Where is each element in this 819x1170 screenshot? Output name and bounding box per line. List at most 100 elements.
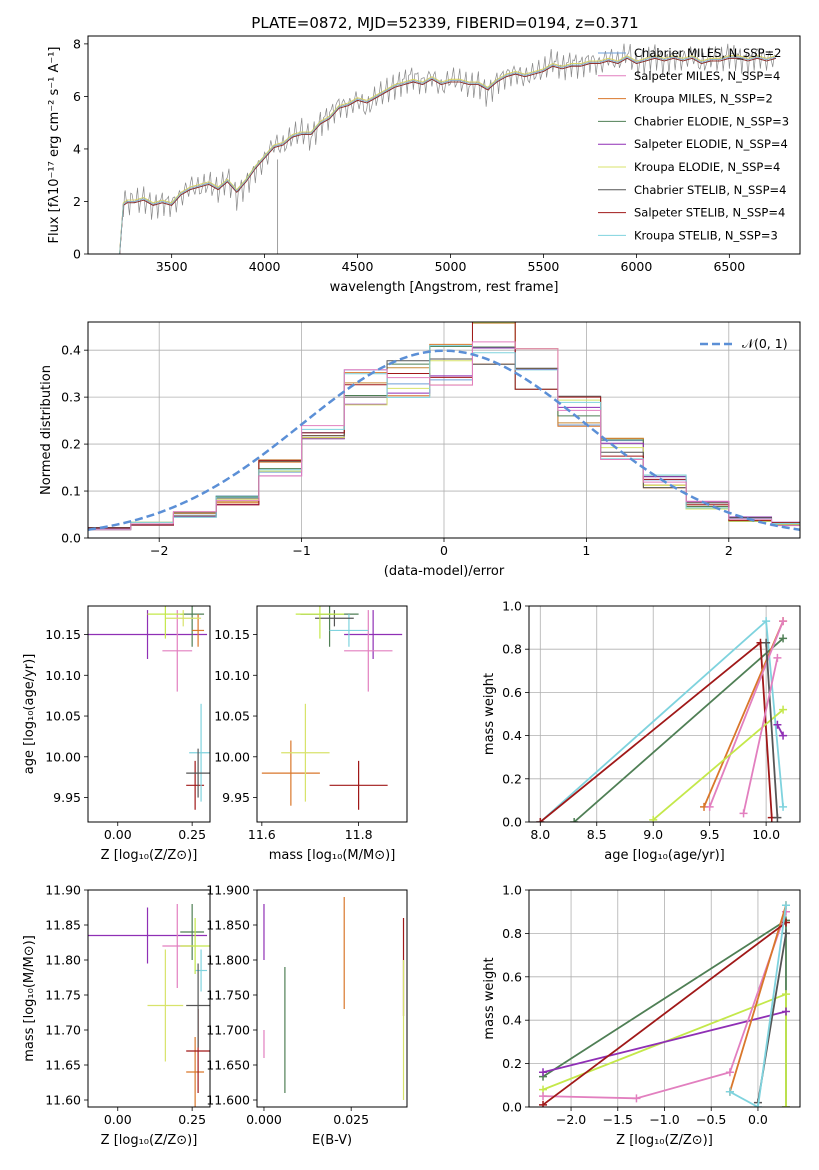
x-axis-label: Z [log₁₀(Z/Z⊙)]	[101, 848, 198, 863]
mass-weight-marker	[779, 802, 788, 811]
x-tick-label: 0.00	[104, 827, 132, 842]
x-tick-label: 0.25	[178, 1112, 206, 1127]
model-spectrum-line	[119, 57, 776, 254]
y-tick-label: 10.05	[214, 709, 250, 724]
mass-weight-line	[729, 905, 787, 1107]
mass-weight-marker	[739, 809, 748, 818]
mass-weight-marker	[781, 1103, 790, 1107]
plot-area	[539, 901, 790, 1107]
mass-weight-marker	[779, 705, 788, 714]
plot-area	[536, 617, 788, 822]
legend-label: 𝒩(0, 1)	[742, 336, 788, 351]
y-axis-label: mass weight	[482, 957, 497, 1039]
x-tick-label: 2	[725, 543, 733, 558]
mass-weight-marker	[725, 1068, 734, 1077]
mass-weight-marker	[779, 617, 788, 626]
legend-label: Salpeter ELODIE, N_SSP=4	[634, 137, 788, 151]
y-tick-label: 10.05	[45, 709, 81, 724]
mass-weight-marker	[781, 929, 790, 938]
legend-label: Kroupa STELIB, N_SSP=3	[634, 228, 778, 242]
x-axis-label: age [log₁₀(age/yr)]	[604, 848, 725, 863]
y-tick-label: 11.70	[45, 1023, 81, 1038]
y-tick-label: 1.0	[502, 599, 522, 614]
mass-weight-marker	[539, 1092, 548, 1101]
x-tick-label: 9.0	[643, 827, 663, 842]
legend-label: Chabrier ELODIE, N_SSP=3	[634, 114, 789, 128]
x-tick-label: 3500	[156, 259, 188, 274]
y-tick-label: 0.3	[61, 390, 81, 405]
legend-label: Salpeter MILES, N_SSP=4	[634, 69, 780, 83]
x-tick-label: −2	[150, 543, 168, 558]
axes-frame	[256, 605, 408, 823]
y-tick-label: 11.80	[45, 953, 81, 968]
legend-label: Salpeter STELIB, N_SSP=4	[634, 206, 785, 220]
y-tick-label: 0.4	[502, 728, 522, 743]
axes-frame	[87, 605, 211, 823]
x-tick-label: 11.8	[345, 827, 373, 842]
x-tick-label: 6000	[621, 259, 653, 274]
mass-weight-marker	[725, 1087, 734, 1096]
y-tick-label: 0.8	[502, 926, 522, 941]
mass-weight-marker	[539, 1068, 548, 1077]
y-axis-label: age [log₁₀(age/yr)]	[22, 654, 37, 775]
model-spectrum-line	[119, 56, 776, 254]
x-tick-label: −1.0	[649, 1112, 679, 1127]
plot-area	[119, 43, 776, 254]
x-tick-label: 4500	[342, 259, 374, 274]
y-tick-label: 11.85	[45, 918, 81, 933]
legend-label: Kroupa ELODIE, N_SSP=4	[634, 160, 780, 174]
x-tick-label: 0.025	[333, 1112, 369, 1127]
y-tick-label: 4	[73, 141, 81, 156]
residual-histogram	[88, 341, 800, 531]
x-axis-label: (data-model)/error	[384, 564, 505, 579]
x-tick-label: 0	[440, 543, 448, 558]
age-vs-mass-panel: 11.6 11.8 9.95 10.00 10.05 10.10 10.15 mass [lo…	[214, 605, 408, 863]
mass-weight-marker	[762, 617, 771, 626]
mass-weight-line	[742, 657, 779, 814]
x-tick-label: 8.0	[530, 827, 550, 842]
y-tick-label: 0.8	[502, 642, 522, 657]
x-tick-label: 1	[582, 543, 590, 558]
plot-area	[263, 897, 405, 1100]
x-tick-label: 9.5	[700, 827, 720, 842]
mass-weight-line	[729, 904, 787, 1093]
mass-weight-line	[573, 637, 784, 822]
x-tick-label: −2.0	[556, 1112, 586, 1127]
mass-weight-marker	[539, 1100, 548, 1107]
y-tick-label: 11.90	[45, 883, 81, 898]
normal-curve	[88, 349, 800, 532]
y-tick-label: 0.2	[502, 771, 522, 786]
mass-weight-marker	[753, 1103, 762, 1107]
x-tick-label: −1	[292, 543, 310, 558]
axes-frame	[87, 35, 801, 255]
axes-frame	[87, 321, 801, 539]
y-tick-label: 6	[73, 89, 81, 104]
mass-weight-line	[765, 642, 779, 818]
plot-area	[88, 322, 800, 532]
y-axis-label: Normed distribution	[39, 365, 54, 495]
y-tick-label: 0.6	[502, 685, 522, 700]
y-tick-label: 11.65	[45, 1058, 81, 1073]
y-tick-label: 0.4	[61, 343, 81, 358]
mass-weight-marker	[705, 802, 714, 811]
axes-frame	[528, 889, 801, 1108]
y-tick-label: 11.800	[206, 953, 250, 968]
y-tick-label: 11.600	[206, 1093, 250, 1108]
y-tick-label: 0.0	[61, 531, 81, 546]
residual-distribution-panel: −2 −1 0 1 2 0.0 0.1 0.2 0.3 0.4 𝒩(0, 1) (data-model…	[39, 321, 801, 579]
y-tick-label: 10.15	[214, 627, 250, 642]
x-axis-label: E(B-V)	[312, 1133, 352, 1148]
y-tick-label: 0.2	[502, 1056, 522, 1071]
x-tick-label: 6500	[713, 259, 745, 274]
legend-label: Kroupa MILES, N_SSP=2	[634, 92, 773, 106]
mass-weight-marker	[773, 813, 782, 822]
residual-histogram	[88, 347, 800, 530]
mass-vs-ebv-panel: 0.000 0.025 11.600 11.650 11.700 11.750 11.800…	[206, 883, 408, 1148]
plot-area	[88, 904, 210, 1107]
mass-weight-line	[652, 708, 784, 821]
mass-weight-marker	[773, 720, 782, 729]
model-spectrum-line	[119, 55, 776, 253]
residual-histogram	[88, 322, 800, 530]
y-tick-label: 11.700	[206, 1023, 250, 1038]
